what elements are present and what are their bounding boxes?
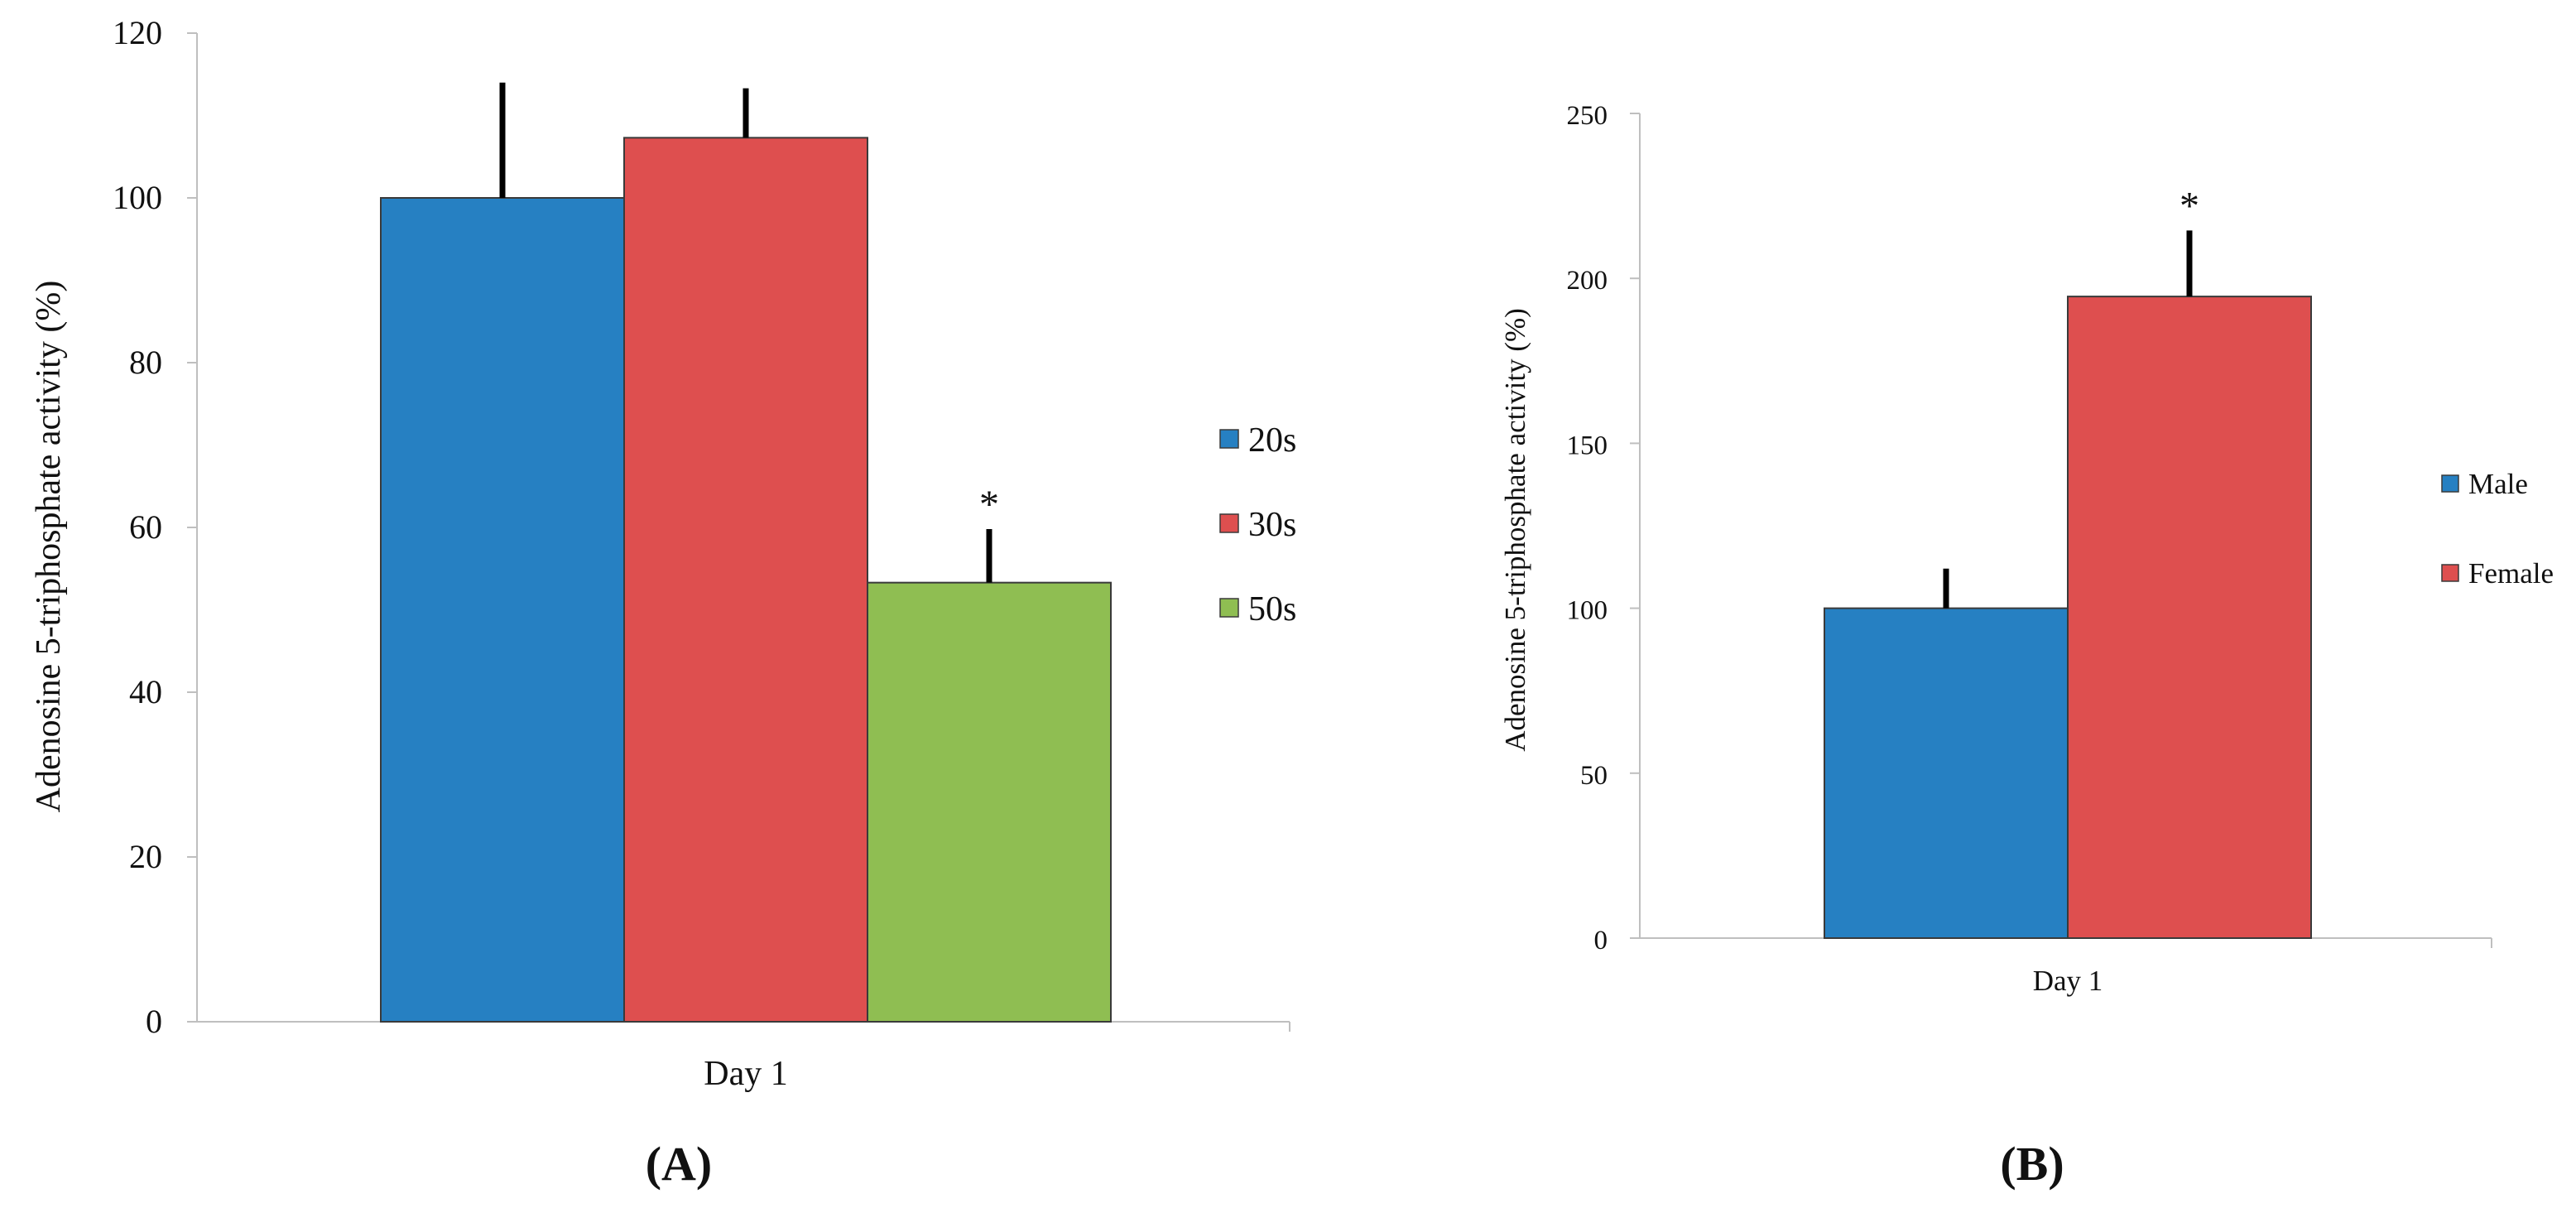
- chart-b-bar-female: [2067, 296, 2312, 939]
- chart-b-legend: Male Female: [2441, 468, 2554, 590]
- chart-b-y-tick-label: 200: [1567, 266, 1608, 296]
- chart-a-y-tick-label: 80: [129, 344, 162, 381]
- chart-a-y-axis-label: Adenosine 5-triphosphate activity (%): [30, 281, 68, 813]
- chart-a-bar-50s: [867, 581, 1112, 1023]
- chart-b-bars: *: [1824, 184, 2312, 939]
- chart-a-significance-marker: *: [979, 483, 999, 527]
- chart-a-y-tick-label: 100: [113, 179, 162, 216]
- chart-b-legend-label-male: Male: [2468, 468, 2528, 500]
- chart-a-bars: *: [380, 82, 1112, 1023]
- chart-b-significance-marker: *: [2180, 184, 2199, 228]
- chart-a-y-ticks: 0 20 40 60 80 100 120: [113, 14, 1290, 1040]
- chart-b-bar-male: [1824, 607, 2069, 939]
- chart-b-panel-label: (B): [2000, 1137, 2064, 1191]
- chart-b-y-axis-label: Adenosine 5-triphosphate activity (%): [1499, 308, 1531, 752]
- chart-b-y-tick-label: 250: [1567, 101, 1608, 131]
- chart-a-legend-label-30s: 30s: [1248, 506, 1296, 544]
- chart-b: Adenosine 5-triphosphate activity (%) 0 5…: [1499, 101, 2554, 1191]
- chart-a-legend-swatch-30s: [1219, 513, 1239, 533]
- chart-b-legend-swatch-female: [2441, 564, 2459, 582]
- chart-b-y-ticks: 0 50 100 150 200 250: [1567, 101, 2492, 955]
- chart-a-y-tick-label: 40: [129, 673, 162, 710]
- chart-a-y-tick-label: 0: [146, 1003, 162, 1040]
- chart-a-legend-label-50s: 50s: [1248, 590, 1296, 628]
- chart-a-panel-label: (A): [646, 1137, 713, 1191]
- chart-a: Adenosine 5-triphosphate activity (%) 0 2…: [30, 14, 1296, 1191]
- chart-a-legend-swatch-20s: [1219, 429, 1239, 449]
- chart-b-legend-label-female: Female: [2468, 557, 2554, 590]
- chart-b-y-tick-label: 100: [1567, 596, 1608, 626]
- chart-a-bar-20s: [380, 197, 625, 1023]
- chart-a-legend: 20s 30s 50s: [1219, 421, 1296, 628]
- chart-b-y-tick-label: 0: [1594, 926, 1608, 955]
- chart-a-legend-label-20s: 20s: [1248, 421, 1296, 460]
- chart-a-y-tick-label: 60: [129, 508, 162, 546]
- chart-a-y-tick-label: 120: [113, 14, 162, 51]
- chart-b-legend-swatch-male: [2441, 474, 2459, 493]
- chart-a-bar-30s: [623, 137, 868, 1023]
- chart-a-y-tick-label: 20: [129, 838, 162, 875]
- chart-a-legend-swatch-50s: [1219, 598, 1239, 618]
- chart-b-y-tick-label: 150: [1567, 431, 1608, 460]
- chart-b-y-tick-label: 50: [1580, 761, 1608, 791]
- chart-b-x-tick-label: Day 1: [2033, 965, 2103, 997]
- chart-a-x-tick-label: Day 1: [704, 1055, 787, 1093]
